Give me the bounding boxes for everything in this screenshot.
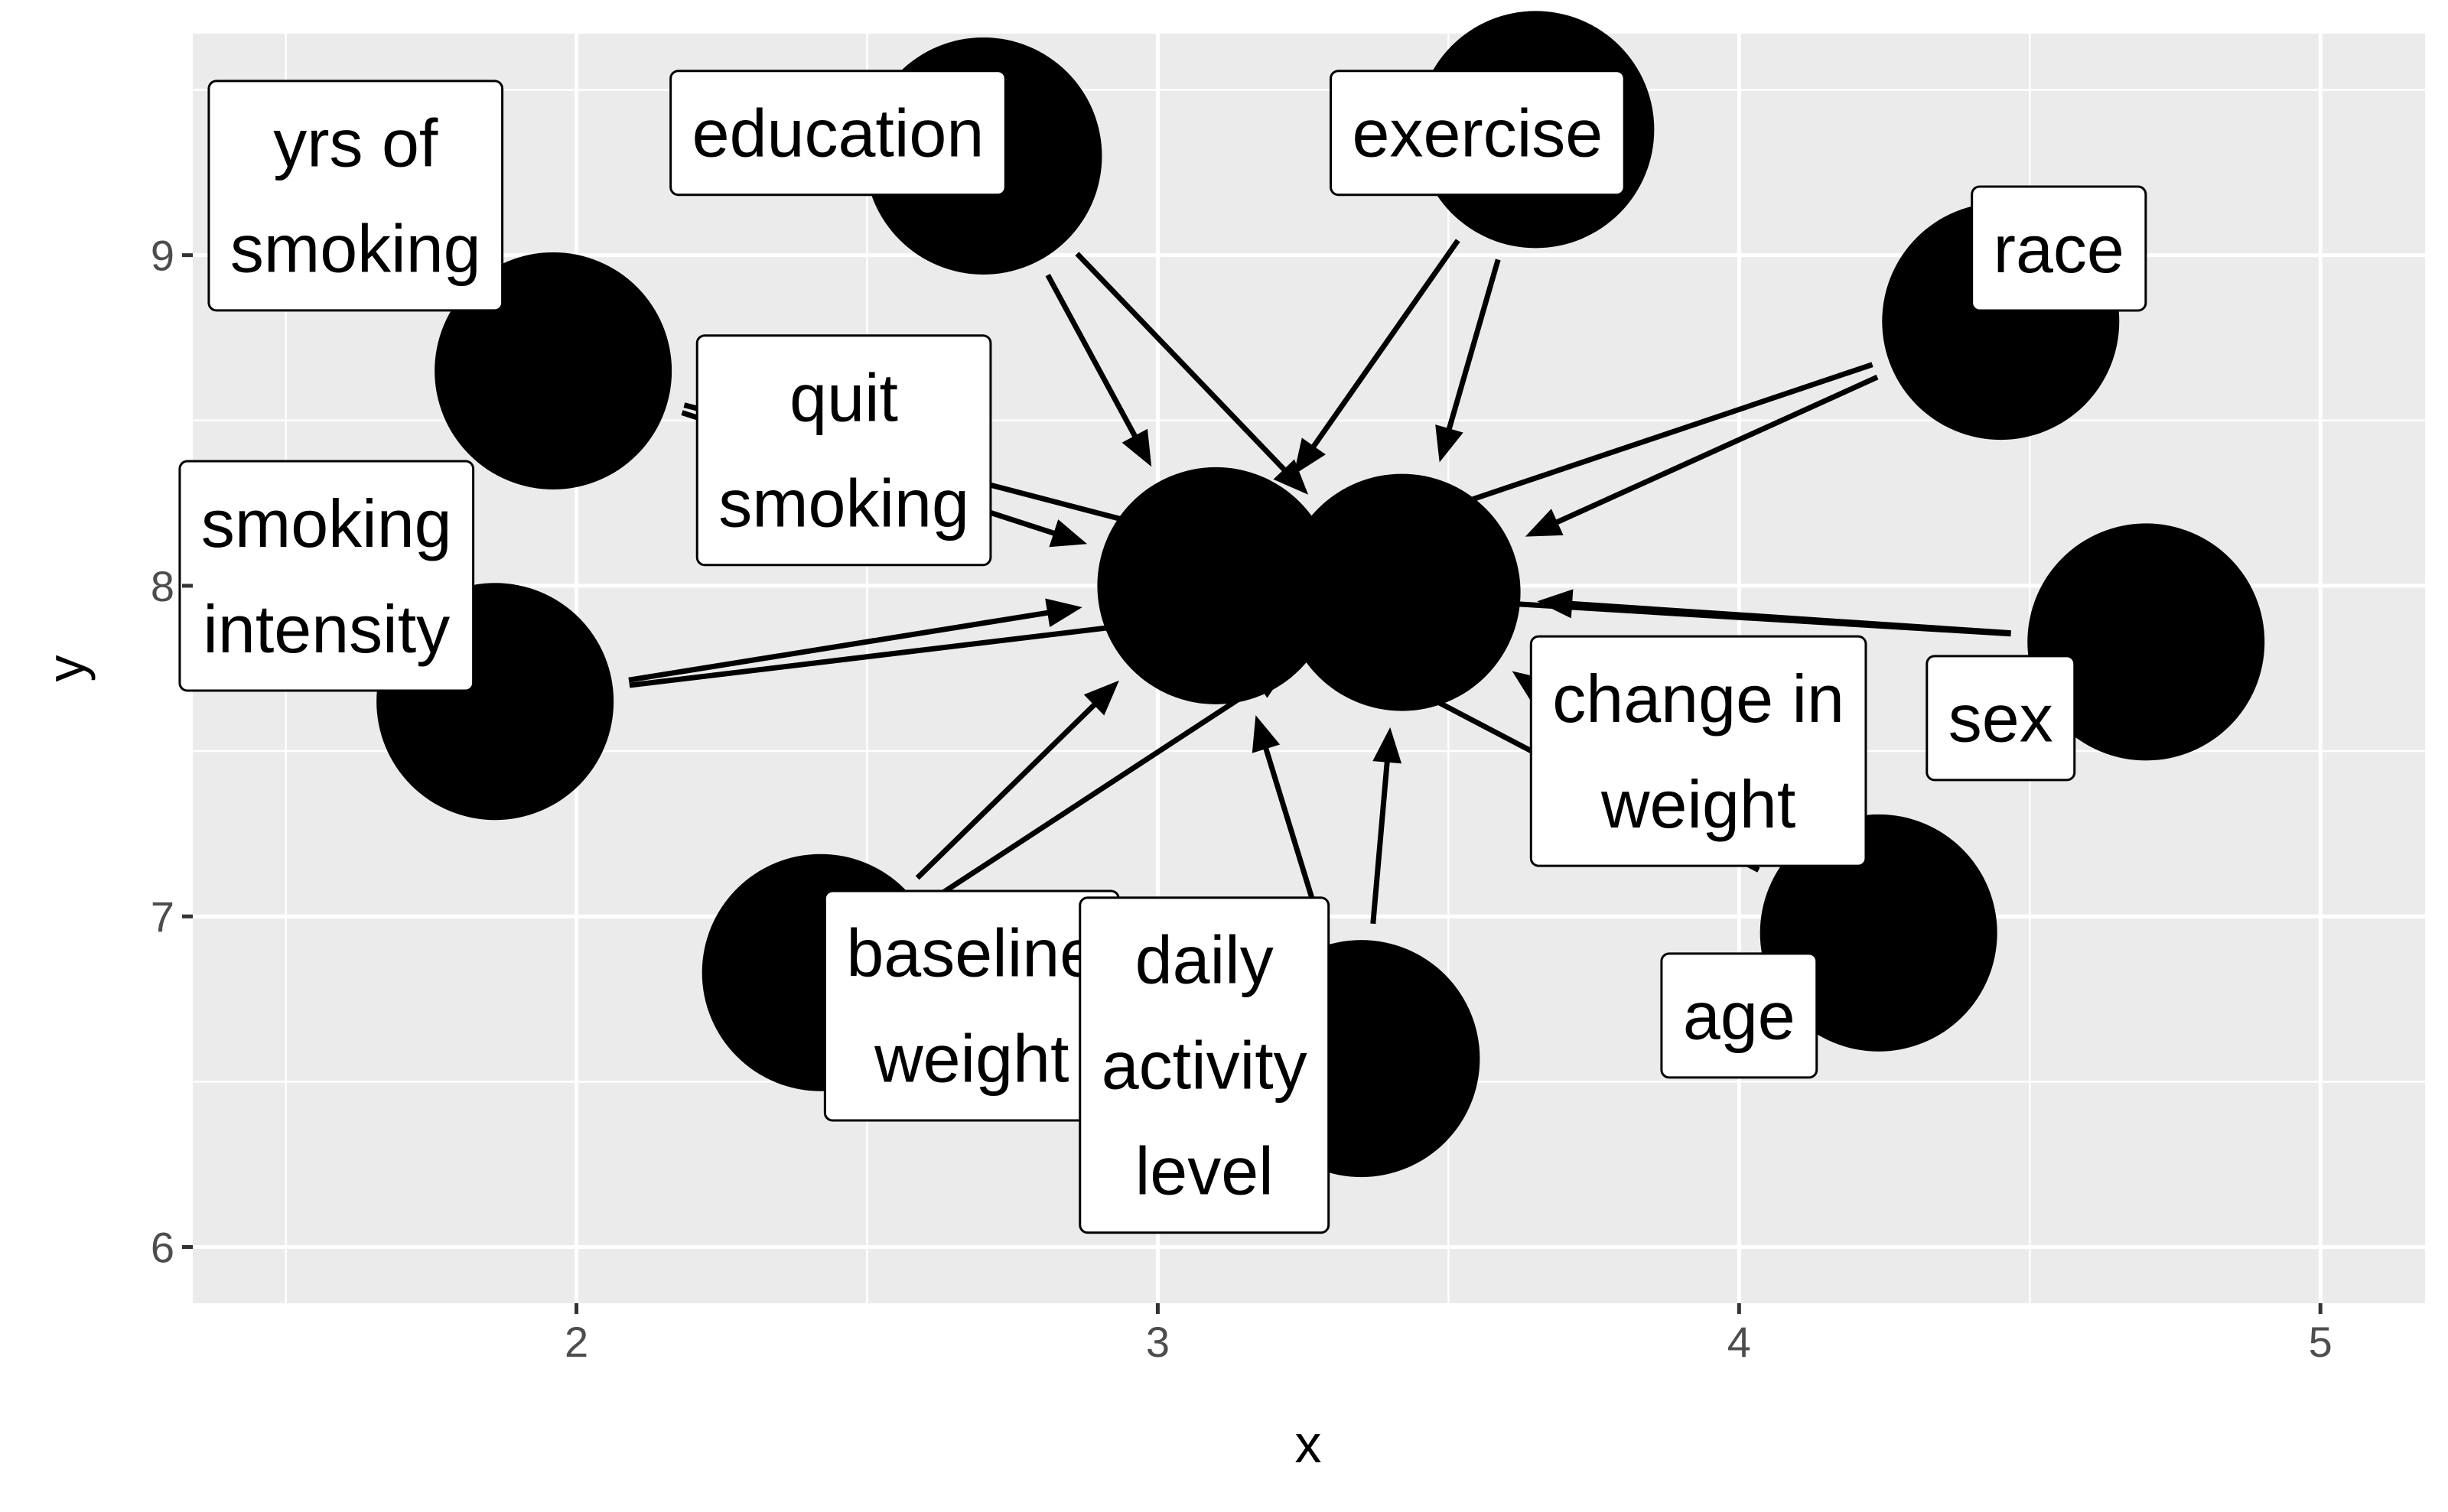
node-sex <box>2027 523 2265 761</box>
label-text-race: race <box>1994 211 2124 287</box>
node-labels: yrs of smoking education exercise race quit sm… <box>178 70 2147 1234</box>
label-box-smoking_intensity <box>178 460 475 692</box>
label-race: race <box>1971 185 2147 312</box>
arrowhead-yrs_smoking-to-quit_smoking <box>1049 519 1088 548</box>
y-axis-title: y <box>36 655 96 682</box>
edge-education-to-quit_smoking <box>1045 273 1140 441</box>
edge-education-to-weight_change <box>1075 252 1289 475</box>
label-text-sex: sex <box>1948 681 2053 756</box>
arrowhead-baseline_weight-to-quit_smoking <box>1083 680 1119 716</box>
label-box-quit_smoking <box>695 334 992 567</box>
x-tick-label: 2 <box>565 1318 588 1366</box>
label-box-race <box>1971 185 2147 312</box>
arrowhead-smoking_intensity-to-quit_smoking <box>1045 598 1082 627</box>
arrowhead-daily_activity-to-quit_smoking <box>1252 715 1281 753</box>
edge-baseline_weight-to-weight_change <box>932 681 1265 901</box>
label-text-education: education <box>692 95 985 171</box>
x-tick-label: 3 <box>1146 1318 1170 1366</box>
label-text-quit_smoking: smoking <box>718 465 969 541</box>
label-text-yrs_smoking: smoking <box>230 211 481 287</box>
label-smoking_intensity: smoking intensity <box>178 460 475 692</box>
arrowhead-sex-to-weight_change <box>1537 589 1574 619</box>
label-box-sex <box>1926 655 2076 782</box>
label-box-education <box>669 70 1007 197</box>
label-text-weight_change: weight <box>1600 766 1795 842</box>
node-weight_change <box>1283 473 1521 711</box>
label-sex: sex <box>1926 655 2076 782</box>
label-box-yrs_smoking <box>207 80 504 312</box>
label-text-baseline_weight: baseline <box>846 915 1097 991</box>
arrowhead-education-to-quit_smoking <box>1121 428 1152 467</box>
label-quit_smoking: quit smoking <box>695 334 992 567</box>
label-text-daily_activity: level <box>1135 1133 1274 1209</box>
y-axis: 6 7 8 9 <box>151 232 193 1272</box>
label-box-daily_activity <box>1079 896 1330 1234</box>
arrowhead-race-to-weight_change <box>1525 509 1564 537</box>
label-education: education <box>669 70 1007 197</box>
label-daily_activity: daily activity level <box>1079 896 1330 1234</box>
label-box-exercise <box>1330 70 1626 197</box>
label-text-smoking_intensity: smoking <box>201 486 452 561</box>
x-tick-label: 5 <box>2309 1318 2332 1366</box>
label-exercise: exercise <box>1330 70 1626 197</box>
label-box-age <box>1660 952 1818 1079</box>
label-text-baseline_weight: weight <box>874 1021 1069 1097</box>
label-box-weight_change <box>1529 635 1867 867</box>
node-quit_smoking <box>1097 467 1335 704</box>
label-age: age <box>1660 952 1818 1079</box>
label-baseline_weight: baseline weight <box>823 889 1120 1122</box>
x-tick-label: 4 <box>1727 1318 1751 1366</box>
arrowhead-exercise-to-quit_smoking <box>1294 437 1326 475</box>
label-text-smoking_intensity: intensity <box>203 591 450 667</box>
y-tick-label: 7 <box>151 893 174 941</box>
label-text-exercise: exercise <box>1353 95 1603 171</box>
x-axis-title: x <box>1295 1414 1322 1474</box>
y-tick-label: 8 <box>151 562 174 610</box>
label-text-age: age <box>1683 978 1795 1054</box>
edge-exercise-to-quit_smoking <box>1309 239 1460 452</box>
label-yrs_smoking: yrs of smoking <box>207 80 504 312</box>
edge-sex-to-weight_change <box>1567 600 2011 636</box>
y-tick-label: 6 <box>151 1224 174 1272</box>
node-age <box>1760 814 1997 1052</box>
label-text-quit_smoking: quit <box>789 359 898 435</box>
label-text-yrs_smoking: yrs of <box>273 106 438 181</box>
arrowhead-exercise-to-weight_change <box>1435 424 1463 463</box>
arrowhead-education-to-weight_change <box>1273 459 1309 495</box>
arrowhead-daily_activity-to-weight_change <box>1372 727 1402 764</box>
edge-daily_activity-to-weight_change <box>1370 757 1391 925</box>
edge-baseline_weight-to-quit_smoking <box>915 700 1099 880</box>
label-weight_change: change in weight <box>1529 635 1867 867</box>
x-axis: 2 3 4 5 <box>565 1303 2332 1366</box>
label-text-daily_activity: daily <box>1135 922 1274 998</box>
node-yrs_smoking <box>435 252 672 489</box>
edge-smoking_intensity-to-quit_smoking <box>628 609 1053 683</box>
label-text-daily_activity: activity <box>1102 1028 1307 1104</box>
edge-exercise-to-weight_change <box>1445 259 1501 434</box>
label-text-weight_change: change in <box>1552 661 1844 736</box>
y-tick-label: 9 <box>151 232 174 280</box>
edge-race-to-weight_change <box>1551 374 1879 527</box>
